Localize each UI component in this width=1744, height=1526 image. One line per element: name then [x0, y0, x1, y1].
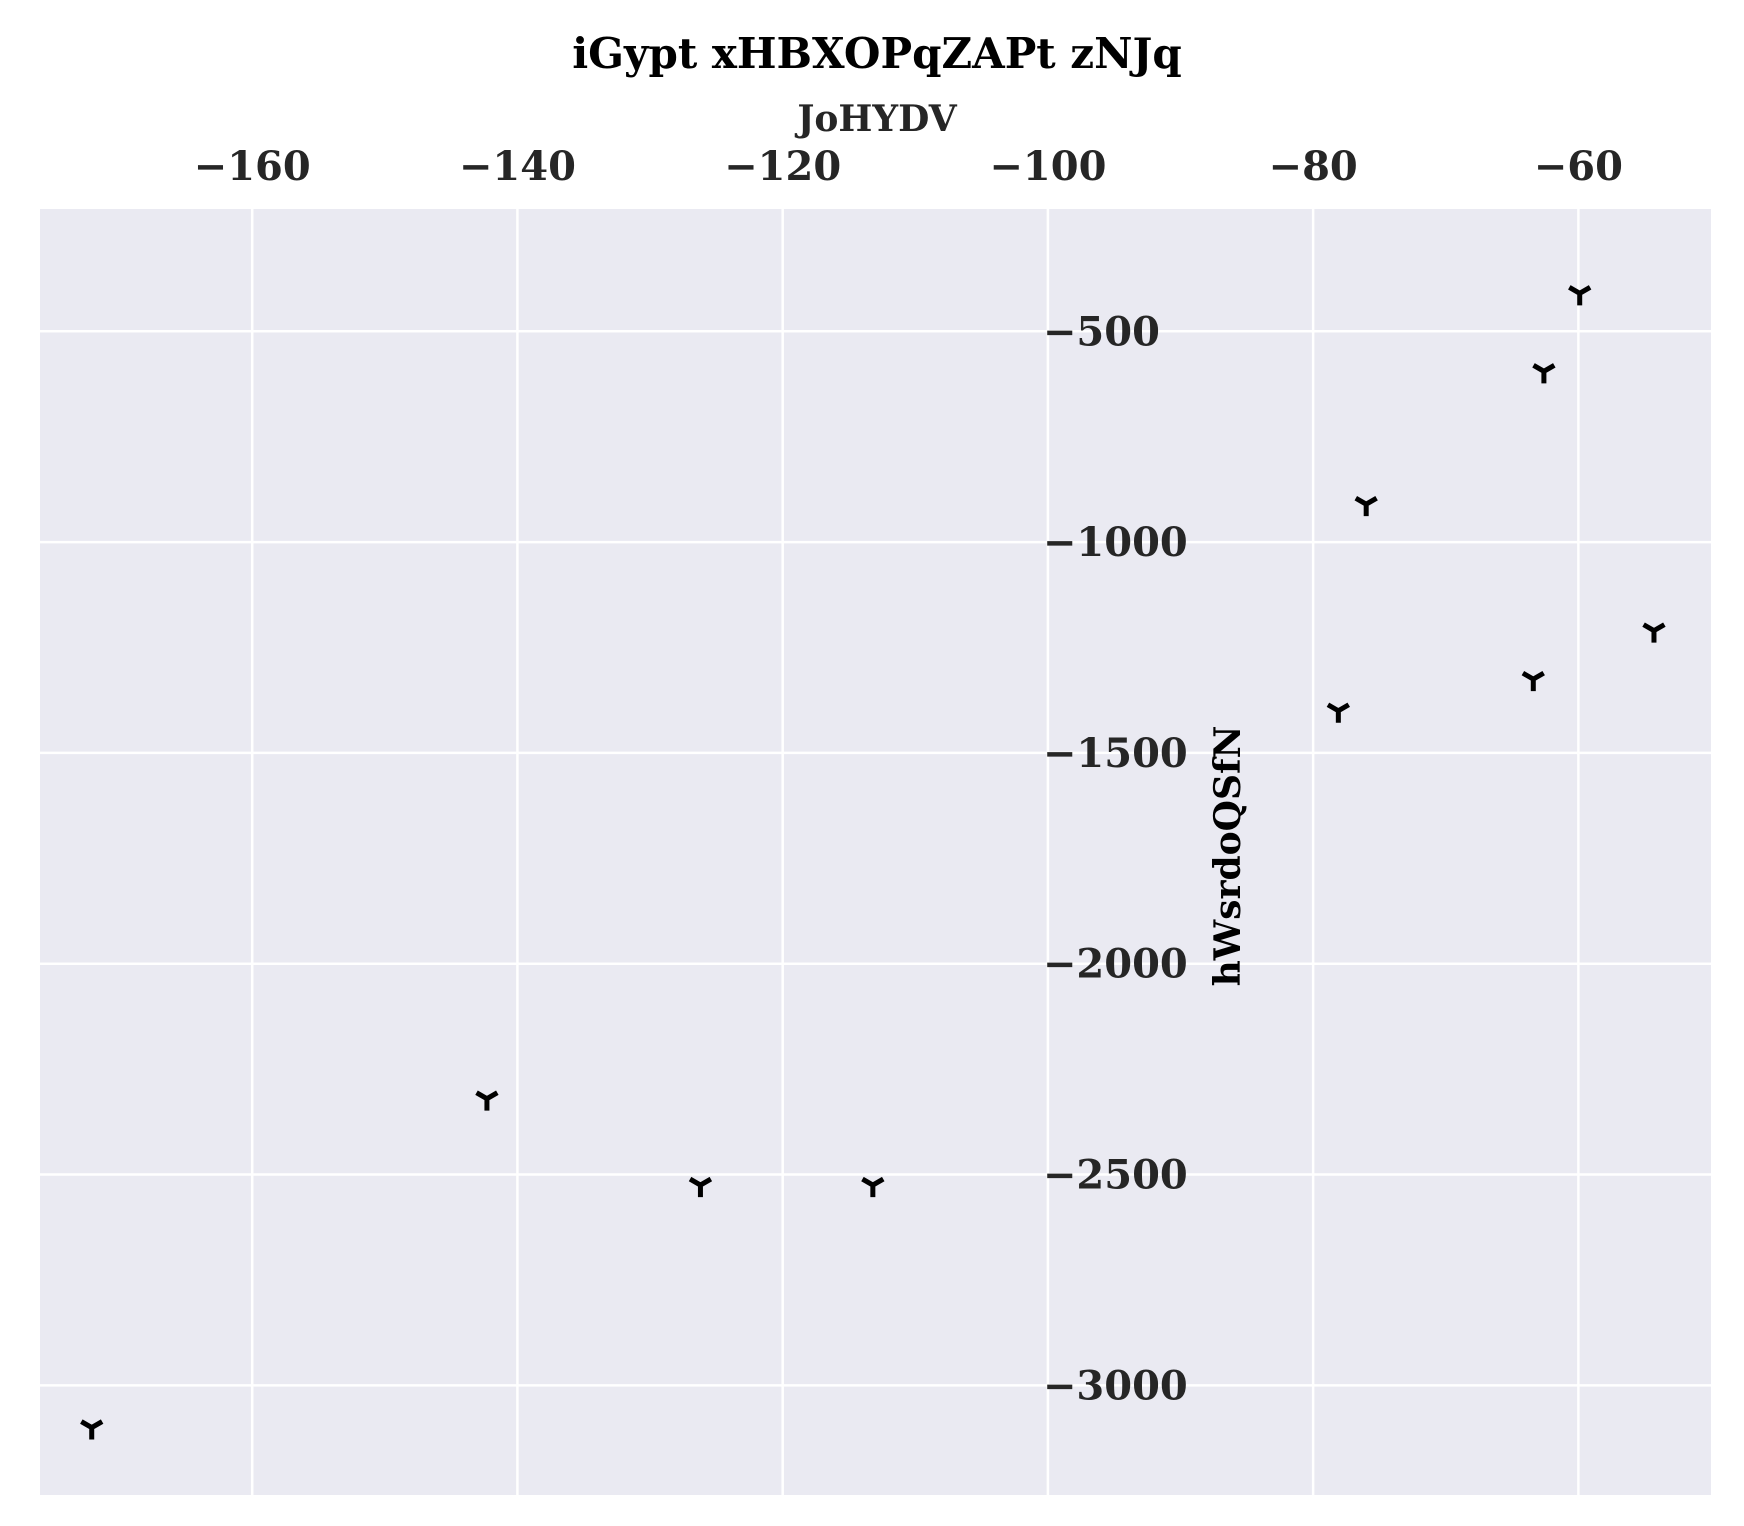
- data-point: [1354, 495, 1378, 517]
- x-tick-label: −160: [194, 143, 311, 190]
- y-tick-label: −2000: [1043, 941, 1188, 988]
- y-tick-labels: −500 −1000 −1500 −2000 −2500 −3000: [1043, 308, 1188, 1409]
- y-tick-label: −3000: [1043, 1362, 1188, 1409]
- plot-area: [40, 209, 1711, 1495]
- x-tick-label: −60: [1534, 143, 1623, 190]
- chart-title: iGypt xHBXOPqZAPt zNJq: [572, 29, 1182, 78]
- x-tick-label: −100: [989, 143, 1106, 190]
- data-point: [80, 1419, 104, 1440]
- data-point: [1326, 702, 1350, 723]
- data-point: [475, 1090, 499, 1111]
- x-tick-labels: −160 −140 −120 −100 −80 −60: [194, 143, 1623, 190]
- data-point: [1532, 363, 1556, 384]
- y-tick-label: −1500: [1043, 730, 1188, 777]
- y-tick-label: −1000: [1043, 519, 1188, 566]
- grid-lines: [40, 209, 1711, 1495]
- data-point: [861, 1176, 885, 1198]
- x-axis-label: JoHYDV: [794, 98, 957, 140]
- y-axis-label: hWsrdoQSfN: [1207, 726, 1249, 987]
- y-tick-label: −2500: [1043, 1152, 1188, 1199]
- data-point: [1642, 622, 1666, 643]
- x-tick-label: −120: [724, 143, 841, 190]
- data-point: [688, 1176, 713, 1198]
- data-point: [1521, 670, 1545, 692]
- x-tick-label: −80: [1269, 143, 1358, 190]
- data-points: [80, 285, 1666, 1440]
- x-tick-label: −140: [459, 143, 576, 190]
- y-tick-label: −500: [1043, 308, 1160, 355]
- data-point: [1568, 285, 1592, 306]
